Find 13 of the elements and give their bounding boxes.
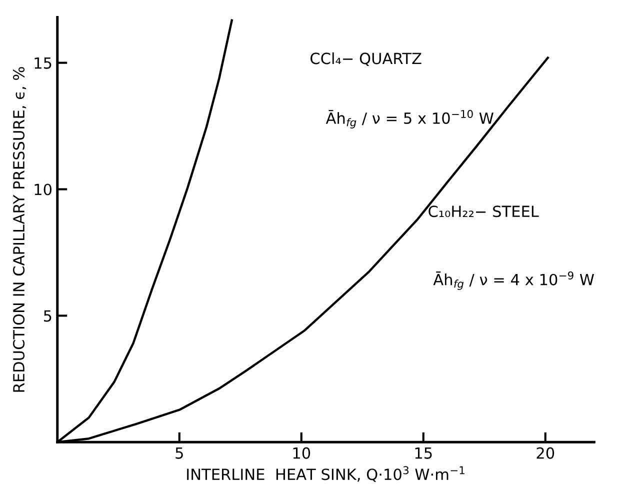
y-tick-label: 5: [44, 310, 52, 322]
x-axis-title: INTERLINE HEAT SINK, Q·10$^{3}$ W·m$^{−1}$: [187, 466, 464, 482]
annotation: Āh$_{fg}$ / ν = 5 x 10$^{−10}$ W: [326, 110, 494, 128]
y-tick-label: 15: [34, 57, 52, 69]
annotation: C₁₀H₂₂− STEEL: [428, 206, 539, 218]
y-axis-title: REDUCTION IN CAPILLARY PRESSURE, ϵ, %: [13, 67, 26, 392]
x-tick-label: 10: [293, 447, 310, 459]
x-tick-label: 5: [176, 447, 183, 459]
annotation: Āh$_{fg}$ / ν = 4 x 10$^{−9}$ W: [433, 271, 594, 290]
x-tick-label: 20: [536, 447, 554, 459]
y-tick-label: 10: [34, 184, 52, 196]
x-tick-label: 15: [415, 447, 432, 459]
annotation: CCl₄− QUARTZ: [310, 52, 422, 66]
